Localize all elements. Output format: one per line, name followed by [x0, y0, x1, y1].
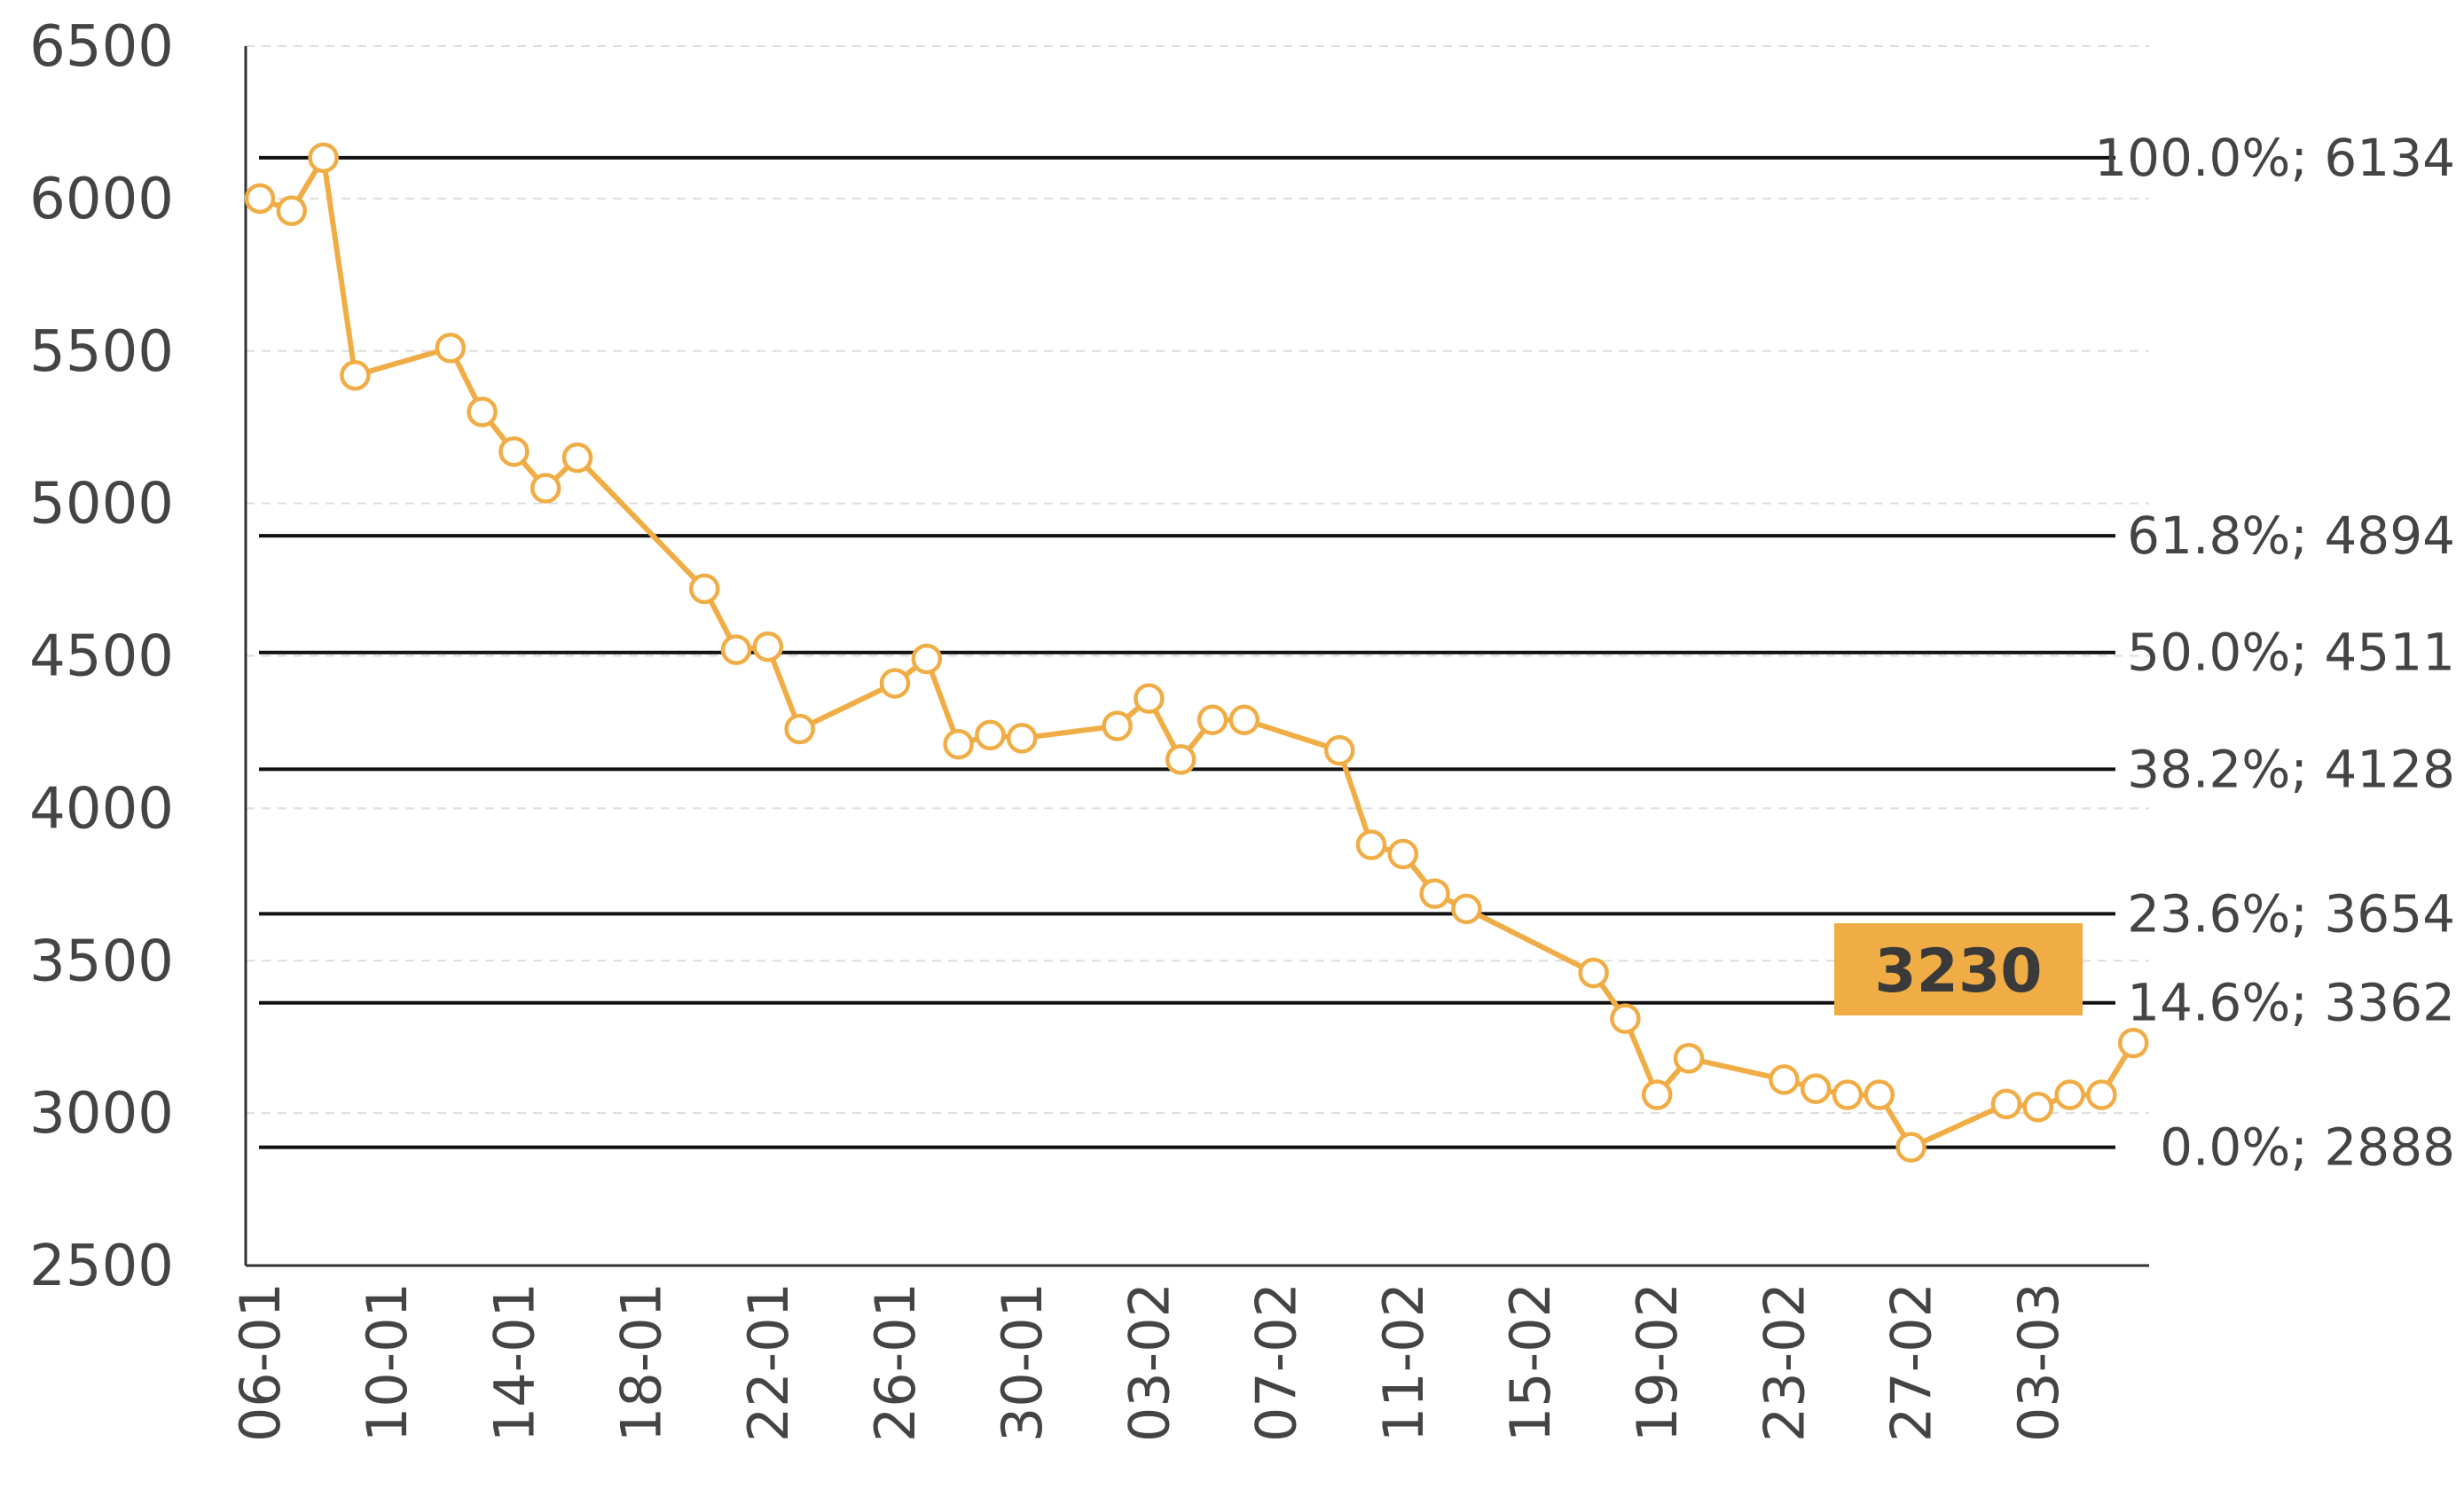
x-tick-label: 18-01 [609, 1282, 674, 1442]
series-point [561, 442, 593, 474]
x-tick-label: 07-02 [1244, 1282, 1309, 1442]
y-tick-label: 6000 [29, 167, 174, 232]
series-point [1323, 734, 1355, 766]
series-point [1641, 1079, 1673, 1110]
series-point [1769, 1064, 1800, 1095]
x-tick-label: 26-01 [863, 1282, 928, 1442]
axes [244, 46, 2149, 1267]
series-point [720, 634, 752, 665]
fib-level-label: 23.6%; 3654 [2127, 883, 2455, 944]
series-point [244, 183, 276, 215]
series-point [1800, 1073, 1832, 1104]
series-point [2117, 1027, 2149, 1059]
x-tick-label: 06-01 [228, 1282, 293, 1442]
x-tick-label: 22-01 [736, 1282, 801, 1442]
series-point [688, 573, 720, 605]
series-point [2054, 1079, 2085, 1110]
x-tick-label: 03-03 [2006, 1282, 2071, 1442]
series-point [1355, 829, 1387, 860]
x-tick-label: 19-02 [1625, 1282, 1690, 1442]
y-tick-label: 3000 [29, 1081, 174, 1147]
series-point [308, 142, 339, 174]
series-point [752, 631, 784, 662]
y-tick-label: 4500 [29, 624, 174, 690]
y-tick-label: 5500 [29, 319, 174, 385]
series-point [530, 473, 561, 504]
series-point [2086, 1079, 2117, 1110]
series-point [340, 360, 371, 391]
x-tick-labels: 06-01 10-01 14-01 18-01 22-01 26-01 30-01 03-02… [228, 1282, 2071, 1442]
series-point [1832, 1079, 1864, 1110]
price-series [244, 142, 2149, 1163]
series-point [1419, 878, 1450, 909]
x-tick-label: 23-02 [1752, 1282, 1817, 1442]
series-point [1990, 1088, 2022, 1120]
x-tick-label: 11-02 [1371, 1282, 1436, 1442]
series-point [1006, 723, 1038, 754]
fib-level-label: 50.0%; 4511 [2127, 623, 2455, 683]
x-tick-label: 10-01 [355, 1282, 420, 1442]
series-point [1134, 683, 1165, 714]
x-tick-label: 14-01 [482, 1282, 546, 1442]
fib-level-label: 38.2%; 4128 [2127, 739, 2455, 799]
series-point [1387, 838, 1419, 870]
fib-level-label: 14.6%; 3362 [2127, 973, 2455, 1033]
y-tick-label: 6500 [29, 14, 174, 80]
last-value-badge-text: 3230 [1874, 937, 2042, 1007]
series-point [1228, 704, 1260, 735]
fib-level-label: 61.8%; 4894 [2127, 506, 2455, 566]
series-point [1673, 1043, 1705, 1074]
series-point [1895, 1132, 1926, 1163]
series-point [1578, 957, 1609, 989]
series-point [879, 668, 911, 699]
fibonacci-levels: 100.0%; 6134 61.8%; 4894 50.0%; 4511 38.2%;… [259, 128, 2455, 1178]
series-point [1610, 1003, 1641, 1034]
series-point [498, 435, 530, 467]
series-point [784, 713, 815, 745]
fib-level-label: 100.0%; 6134 [2094, 128, 2455, 188]
series-point [911, 643, 943, 675]
last-value-badge: 3230 [1834, 923, 2083, 1015]
y-tick-label: 5000 [29, 472, 174, 537]
series-point [1864, 1079, 1895, 1110]
x-tick-label: 30-01 [990, 1282, 1055, 1442]
y-tick-label: 3500 [29, 929, 174, 994]
series-point [276, 195, 308, 226]
y-tick-label: 2500 [29, 1234, 174, 1299]
x-tick-label: 27-02 [1879, 1282, 1944, 1442]
last-value-badge-bg [1834, 923, 2083, 1015]
series-point [943, 728, 974, 760]
series-point [1197, 704, 1228, 735]
x-tick-label: 03-02 [1117, 1282, 1181, 1442]
series-point [467, 396, 498, 427]
x-tick-label: 15-02 [1498, 1282, 1563, 1442]
grid-lines [246, 45, 2149, 1115]
series-point [1102, 710, 1133, 741]
y-tick-labels: 2500 3000 3500 4000 4500 5000 5500 6000 6500 [29, 14, 174, 1299]
series-point [975, 719, 1006, 751]
series-point [1165, 744, 1197, 775]
y-tick-label: 4000 [29, 776, 174, 842]
fib-level-label: 0.0%; 2888 [2160, 1117, 2455, 1178]
series-point [2022, 1092, 2054, 1123]
series-point [435, 333, 467, 364]
series-point [1451, 893, 1482, 925]
